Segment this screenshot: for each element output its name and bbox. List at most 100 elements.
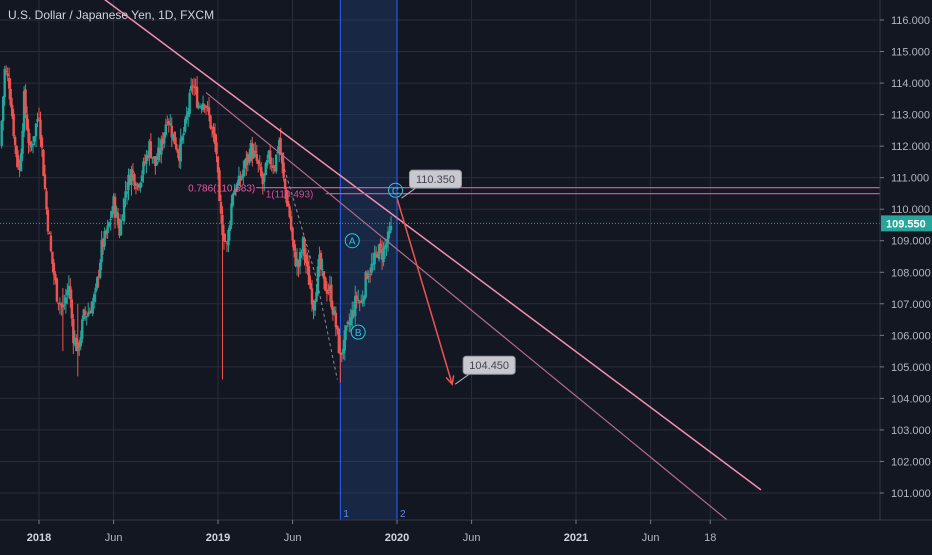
candle-body bbox=[280, 153, 284, 164]
projection-arrow-head bbox=[445, 375, 455, 386]
candle-body bbox=[224, 240, 227, 242]
candle-body bbox=[279, 137, 282, 154]
candle-body bbox=[382, 247, 385, 263]
last-price-tag-text: 109.550 bbox=[886, 218, 926, 230]
candle-body bbox=[115, 211, 118, 218]
candle-body bbox=[106, 225, 109, 234]
time-axis-tick-label: Jun bbox=[105, 532, 123, 544]
wave-marker-circle bbox=[388, 182, 404, 198]
candle-body bbox=[385, 244, 388, 248]
candle-body bbox=[318, 254, 321, 267]
candle-body bbox=[351, 310, 354, 320]
time-axis-tick-label: Jun bbox=[284, 532, 302, 544]
price-axis-tick-label: 112.000 bbox=[891, 141, 930, 153]
candle-body bbox=[28, 141, 32, 146]
candle-body bbox=[373, 252, 376, 265]
candle-body bbox=[330, 284, 333, 307]
candle-body bbox=[104, 230, 108, 235]
candle-body bbox=[291, 227, 294, 241]
price-axis-tick-label: 109.000 bbox=[891, 236, 931, 248]
candle-body bbox=[261, 176, 264, 185]
candle-body bbox=[107, 222, 111, 227]
candle-body bbox=[136, 183, 139, 187]
date-range-box bbox=[340, 0, 397, 520]
candle-body bbox=[19, 153, 23, 171]
price-axis-tick-label: 104.000 bbox=[891, 393, 931, 405]
candle-body bbox=[15, 146, 18, 158]
candle-body bbox=[191, 85, 194, 87]
candle-body bbox=[69, 286, 72, 300]
candle-body bbox=[254, 150, 257, 153]
candle-body bbox=[94, 287, 97, 293]
price-callout-text: 104.450 bbox=[469, 360, 509, 372]
candle-body bbox=[12, 113, 15, 137]
candle-body bbox=[370, 263, 373, 273]
candle-body bbox=[85, 316, 88, 318]
candle-body bbox=[303, 239, 306, 256]
candle-body bbox=[304, 254, 308, 264]
candle-body bbox=[160, 139, 163, 155]
candle-body bbox=[84, 310, 87, 316]
candle-body bbox=[285, 189, 288, 203]
candle-body bbox=[383, 245, 387, 249]
candle-body bbox=[283, 179, 287, 190]
candle-body bbox=[325, 289, 329, 294]
candle-body bbox=[312, 302, 315, 310]
candle-body bbox=[21, 130, 24, 154]
grid-layer bbox=[0, 0, 880, 526]
candle-body bbox=[324, 277, 327, 291]
candle-body bbox=[121, 219, 124, 221]
candle-body bbox=[116, 213, 120, 225]
candle-body bbox=[64, 297, 68, 304]
price-axis-tick-label: 107.000 bbox=[891, 299, 931, 311]
candle-body bbox=[110, 210, 114, 218]
date-range-label-end: 2 bbox=[400, 509, 406, 520]
candle-body bbox=[48, 233, 51, 235]
candle-body bbox=[167, 121, 170, 125]
candle-body bbox=[112, 196, 115, 212]
time-axis-tick-label: 18 bbox=[704, 532, 716, 544]
chart-title: U.S. Dollar / Japanese Yen, 1D, FXCM bbox=[8, 8, 214, 22]
price-callout-box bbox=[462, 355, 516, 375]
candle-body bbox=[98, 262, 102, 278]
candle-body bbox=[246, 154, 250, 163]
candle-body bbox=[54, 274, 57, 281]
candle-body bbox=[43, 174, 47, 190]
candle-body bbox=[179, 138, 182, 162]
price-callout-pointer bbox=[401, 187, 416, 199]
candle-body bbox=[2, 96, 5, 122]
candle-body bbox=[379, 243, 382, 248]
candle-body bbox=[127, 174, 130, 191]
candle-body bbox=[95, 277, 99, 289]
candle-body bbox=[269, 150, 272, 164]
candle-body bbox=[222, 233, 226, 242]
candle-body bbox=[260, 166, 263, 177]
candle-body bbox=[257, 160, 260, 164]
candle-body bbox=[294, 251, 297, 266]
candle-body bbox=[37, 117, 41, 119]
candle-body bbox=[164, 124, 167, 135]
time-axis-tick-label: Jun bbox=[463, 532, 481, 544]
date-range-label-start: 1 bbox=[343, 509, 349, 520]
candle-body bbox=[139, 182, 142, 189]
candle-body bbox=[270, 165, 273, 167]
trendline-main-downtrend bbox=[104, 0, 762, 491]
candle-body bbox=[277, 140, 281, 152]
candle-body bbox=[25, 114, 29, 130]
candle-body bbox=[143, 162, 147, 164]
candle-body bbox=[319, 252, 323, 270]
candle-body bbox=[345, 325, 348, 331]
candle-body bbox=[237, 175, 241, 185]
candle-body bbox=[97, 276, 100, 278]
candle-body bbox=[215, 142, 218, 155]
candle-body bbox=[377, 244, 381, 260]
candle-body bbox=[36, 119, 39, 122]
trendline-secondary-downtrend bbox=[205, 92, 734, 525]
candle-body bbox=[157, 147, 160, 161]
candle-body bbox=[131, 170, 135, 173]
price-axis-tick-label: 114.000 bbox=[891, 78, 930, 90]
candle-body bbox=[45, 191, 48, 210]
